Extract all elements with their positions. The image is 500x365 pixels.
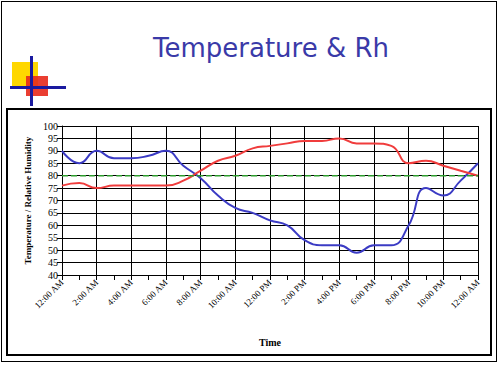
svg-text:4:00 AM: 4:00 AM: [105, 277, 135, 307]
svg-text:65: 65: [48, 207, 58, 218]
svg-text:85: 85: [48, 158, 58, 169]
svg-text:100: 100: [43, 121, 58, 132]
svg-text:10:00 PM: 10:00 PM: [415, 277, 447, 309]
svg-text:6:00 PM: 6:00 PM: [348, 277, 377, 306]
svg-text:50: 50: [48, 245, 58, 256]
svg-text:55: 55: [48, 232, 58, 243]
svg-text:8:00 AM: 8:00 AM: [174, 277, 204, 307]
svg-text:90: 90: [48, 145, 58, 156]
svg-text:70: 70: [48, 195, 58, 206]
svg-text:12:00 AM: 12:00 AM: [449, 277, 482, 310]
svg-text:95: 95: [48, 133, 58, 144]
svg-text:10:00 AM: 10:00 AM: [206, 277, 239, 310]
svg-text:Temperature / Relative Humidit: Temperature / Relative Humidity: [23, 136, 33, 264]
svg-text:Time: Time: [259, 337, 282, 348]
svg-text:2:00 AM: 2:00 AM: [70, 277, 100, 307]
svg-text:80: 80: [48, 170, 58, 181]
svg-text:2:00 PM: 2:00 PM: [279, 277, 308, 306]
svg-text:6:00 AM: 6:00 AM: [140, 277, 170, 307]
svg-text:12:00 AM: 12:00 AM: [33, 277, 66, 310]
svg-text:12:00 PM: 12:00 PM: [241, 277, 273, 309]
svg-text:8:00 PM: 8:00 PM: [383, 277, 412, 306]
svg-text:Temperature & Rh: Temperature & Rh: [152, 33, 389, 63]
svg-text:60: 60: [48, 220, 58, 231]
svg-text:75: 75: [48, 183, 58, 194]
svg-text:45: 45: [48, 257, 58, 268]
svg-text:4:00 PM: 4:00 PM: [314, 277, 343, 306]
svg-text:40: 40: [48, 269, 58, 281]
